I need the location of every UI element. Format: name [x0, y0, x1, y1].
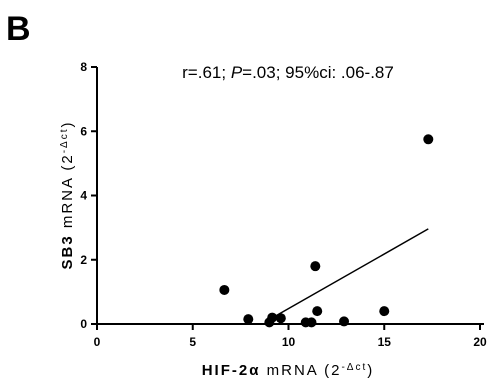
point: [379, 306, 390, 317]
axis-label-part: SB3: [59, 234, 76, 269]
fit-line: [271, 228, 429, 319]
x-axis-label: HIF-2α mRNA (2-Δct): [202, 362, 375, 380]
y-tick-label: 8: [80, 60, 87, 74]
axis-label-part: -Δct: [59, 128, 70, 154]
x-tick-label: 0: [94, 335, 101, 349]
point: [312, 306, 323, 317]
y-tick-label: 4: [80, 189, 87, 203]
axis-label-part: ): [59, 121, 76, 128]
point: [243, 314, 254, 325]
axis-label-part: mRNA (2: [260, 362, 341, 379]
point: [339, 316, 350, 327]
x-tick-label: 5: [189, 335, 196, 349]
panel-label: B: [6, 10, 31, 48]
annotation: r=.61; P=.03; 95%ci: .06-.87: [182, 63, 394, 82]
y-tick-label: 0: [80, 317, 87, 331]
axis-label-part: mRNA (2: [59, 153, 76, 234]
y-tick-label: 6: [80, 124, 87, 138]
axis-label-part: HIF-2α: [202, 362, 261, 379]
annotation-part: P: [231, 63, 243, 82]
annotation-part: =.03; 95%ci: .06-.87: [242, 63, 394, 82]
x-tick-label: 10: [282, 335, 296, 349]
x-tick-label: 20: [473, 335, 487, 349]
annotation-part: r=.61;: [182, 63, 231, 82]
point: [310, 261, 321, 272]
y-tick-label: 2: [80, 253, 87, 267]
axis-label-part: -Δct: [341, 362, 367, 373]
point: [219, 284, 230, 295]
x-tick-label: 15: [378, 335, 392, 349]
point: [275, 313, 286, 324]
point: [306, 317, 317, 328]
point: [267, 312, 278, 323]
point: [423, 134, 434, 145]
axis-label-part: ): [367, 362, 374, 379]
y-axis-label: SB3 mRNA (2-Δct): [59, 121, 77, 270]
